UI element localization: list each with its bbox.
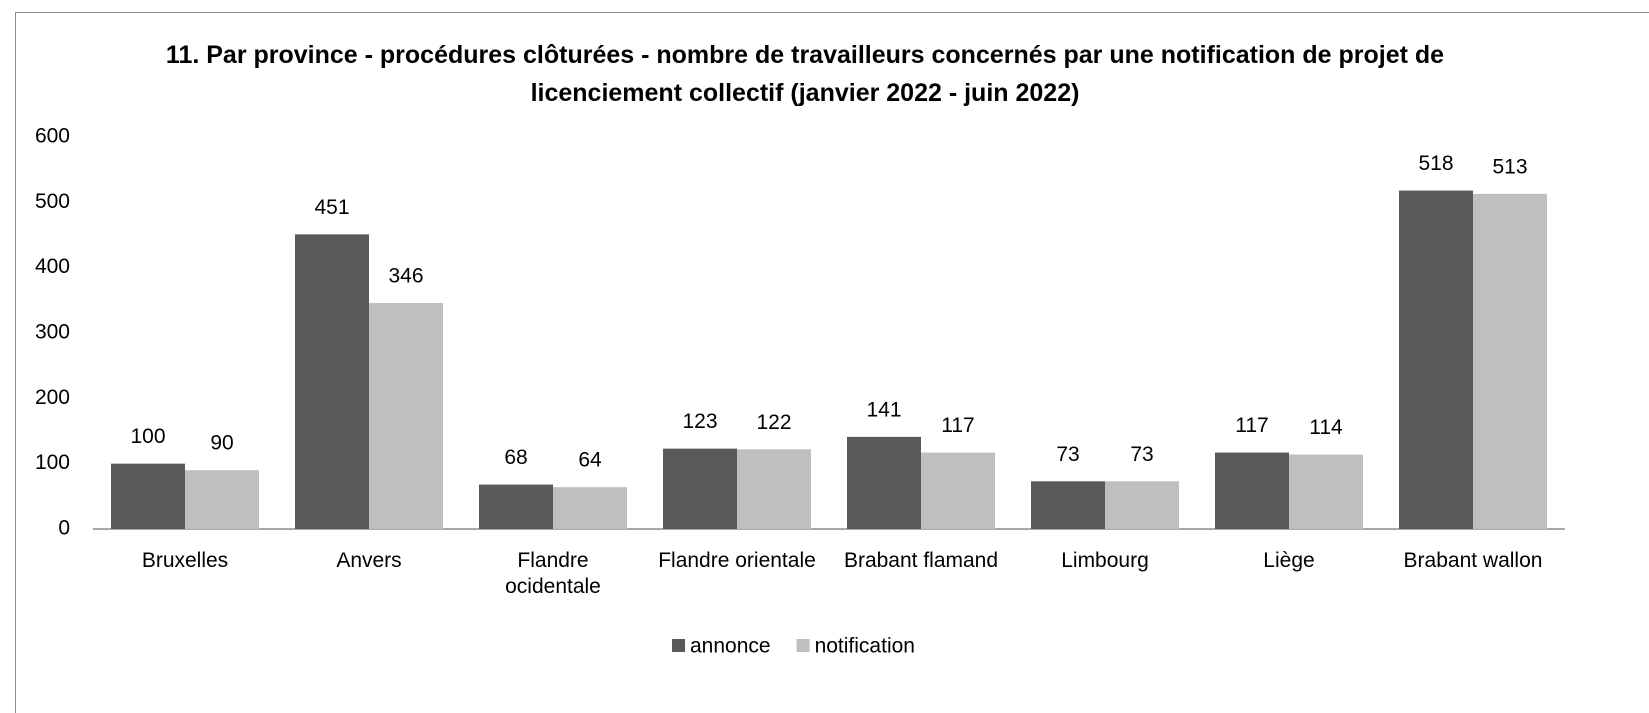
x-tick-label: Bruxelles [141, 549, 229, 572]
bar [111, 463, 185, 529]
y-tick-label: 0 [58, 517, 70, 540]
bar [479, 484, 553, 529]
data-label: 513 [1492, 155, 1527, 178]
bar [369, 302, 443, 529]
x-tick-label: Flandre ocidentale [505, 549, 601, 598]
legend-swatch [796, 639, 810, 652]
bar [847, 436, 921, 529]
bar [295, 234, 369, 529]
x-tick-label: Limbourg [1061, 549, 1149, 572]
bar [185, 470, 259, 529]
bar [553, 487, 627, 529]
bar [1031, 481, 1105, 529]
data-label: 73 [1056, 443, 1079, 466]
data-label: 117 [1235, 414, 1268, 437]
data-label: 123 [682, 410, 717, 433]
legend-label: notification [815, 635, 915, 658]
bar [1399, 190, 1473, 529]
data-label: 451 [314, 196, 349, 219]
bar [1105, 481, 1179, 529]
x-tick-label: Brabant flamand [843, 549, 999, 572]
data-label: 141 [866, 398, 901, 421]
data-label: 117 [941, 414, 974, 437]
y-tick-label: 600 [35, 125, 70, 148]
y-tick-label: 200 [35, 386, 70, 409]
data-label: 114 [1309, 416, 1343, 439]
y-tick-label: 300 [35, 321, 70, 344]
data-label: 90 [210, 432, 233, 455]
x-tick-label: Anvers [336, 549, 402, 572]
data-label: 346 [388, 264, 423, 287]
y-tick-label: 100 [35, 451, 70, 474]
bar [921, 452, 995, 529]
legend-swatch [672, 639, 685, 652]
x-tick-label: Brabant wallon [1403, 549, 1543, 572]
y-tick-label: 500 [35, 190, 70, 213]
bar [1473, 193, 1547, 529]
y-tick-label: 400 [35, 255, 70, 278]
data-label: 122 [756, 411, 791, 434]
x-tick-label: Flandre orientale [658, 549, 816, 572]
bar [1289, 454, 1363, 529]
data-label: 73 [1130, 443, 1153, 466]
data-label: 68 [504, 446, 527, 469]
bar [663, 448, 737, 529]
data-label: 100 [130, 425, 165, 448]
bar [1215, 452, 1289, 529]
data-label: 64 [578, 449, 602, 472]
chart-title: 11. Par province - procédures clôturées … [165, 41, 1445, 107]
legend-label: annonce [690, 635, 771, 658]
x-tick-label: Liège [1263, 549, 1315, 572]
chart-border [15, 12, 1649, 713]
data-label: 518 [1418, 152, 1453, 175]
bar [737, 449, 811, 529]
